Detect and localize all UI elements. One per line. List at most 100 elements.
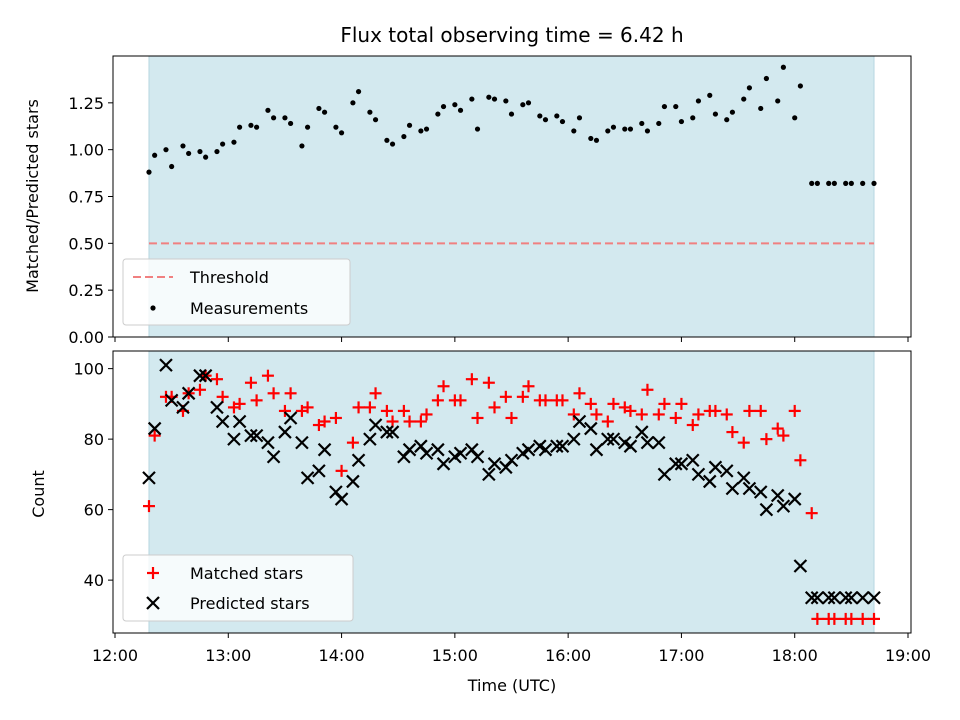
predicted-star-point — [142, 471, 156, 485]
predicted-star-point — [159, 358, 173, 372]
predicted-legend-swatch — [146, 596, 160, 610]
predicted-star-point — [470, 449, 485, 464]
measurement-point — [661, 103, 668, 110]
predicted-legend-label: Predicted stars — [190, 594, 310, 613]
matched-star-point — [233, 397, 246, 410]
matched-star-point — [210, 373, 223, 386]
measurement-point — [542, 117, 549, 123]
predicted-star-point — [363, 432, 377, 446]
threshold-legend-label: Threshold — [189, 268, 269, 287]
matched-star-point — [584, 397, 597, 410]
measurement-point — [282, 115, 288, 121]
matched-star-point — [607, 397, 620, 410]
measurement-point — [186, 150, 192, 157]
measurement-point — [576, 115, 583, 121]
measurement-point — [729, 109, 736, 115]
measurement-point — [554, 113, 560, 119]
bottom-x-ticks: 12:00 13:00 14:00 15:00 16:00 17:00 18:00 19:00 — [92, 633, 931, 665]
predicted-star-point — [487, 457, 502, 471]
predicted-star-point — [176, 400, 190, 415]
predicted-star-point — [657, 467, 672, 482]
bottom-panel: 40 60 80 100 12:00 13:00 14:00 15:00 16:00 17:00… — [29, 350, 931, 695]
predicted-star-point — [436, 457, 451, 471]
predicted-star-point — [606, 432, 621, 446]
predicted-star-point — [215, 414, 230, 429]
matched-star-point — [828, 612, 841, 625]
predicted-star-point — [584, 421, 598, 436]
predicted-star-point — [193, 368, 207, 383]
matched-star-point — [709, 404, 722, 417]
matched-star-point — [301, 401, 314, 414]
measurement-point — [809, 180, 815, 186]
measurement-point — [678, 118, 685, 125]
measurement-point — [457, 107, 464, 113]
predicted-star-point — [295, 435, 309, 450]
predicted-star-point — [283, 411, 298, 425]
matched-star-point — [454, 394, 467, 407]
matched-star-point — [267, 387, 280, 400]
measurement-point — [350, 100, 356, 106]
top-y-ticks: 0.00 0.25 0.50 0.75 1.00 1.25 — [68, 94, 909, 347]
measurement-point — [525, 100, 532, 106]
predicted-star-point — [804, 590, 819, 605]
measurement-point — [214, 148, 220, 155]
measurement-point — [406, 122, 413, 128]
measurement-point — [797, 83, 803, 89]
top-plot-frame — [112, 55, 912, 338]
matched-star-point — [193, 383, 206, 396]
predicted-stars-points — [142, 358, 881, 605]
matched-star-point — [250, 394, 263, 407]
matched-star-point — [635, 408, 648, 421]
matched-star-point — [760, 433, 773, 446]
predicted-star-point — [504, 453, 519, 468]
predicted-star-point — [855, 590, 870, 605]
bottom-x-tick-label: 17:00 — [658, 646, 704, 665]
matched-star-point — [431, 394, 444, 407]
matched-star-point — [142, 500, 155, 513]
measurement-point — [423, 126, 430, 132]
measurement-point — [220, 141, 226, 147]
measurement-point — [605, 128, 611, 134]
predicted-star-point — [368, 418, 383, 432]
predicted-star-point — [708, 460, 723, 475]
predicted-star-point — [753, 485, 768, 499]
measurement-point — [197, 148, 203, 155]
measurement-point — [559, 118, 566, 125]
predicted-star-point — [635, 425, 649, 439]
predicted-star-point — [736, 471, 751, 485]
predicted-star-point — [719, 464, 734, 478]
measurement-point — [338, 130, 345, 136]
matched-star-point — [811, 612, 824, 625]
matched-star-point — [669, 411, 682, 424]
measurement-point — [418, 128, 424, 134]
predicted-star-point — [623, 439, 638, 453]
bottom-legend: Matched stars Predicted stars — [122, 554, 354, 622]
predicted-star-point — [759, 502, 774, 517]
predicted-star-point — [198, 368, 213, 383]
measurement-point — [333, 124, 339, 130]
predicted-star-point — [793, 559, 808, 573]
predicted-star-point — [278, 425, 292, 439]
top-y-tick-label: 1.00 — [68, 141, 104, 160]
measurement-point — [537, 113, 543, 119]
measurement-point — [780, 64, 786, 70]
matched-star-point — [397, 404, 410, 417]
measurement-point — [163, 147, 169, 153]
measurement-point — [610, 124, 617, 130]
matched-star-point — [737, 436, 750, 449]
measurement-point — [254, 124, 260, 130]
measurement-point — [146, 169, 152, 175]
bottom-y-ticks: 40 60 80 100 — [73, 360, 113, 590]
matched-star-point — [794, 454, 807, 467]
matched-star-point — [403, 415, 416, 428]
predicted-star-point — [555, 439, 570, 453]
measurement-point — [656, 120, 662, 127]
predicted-star-point — [702, 474, 717, 489]
predicted-star-point — [266, 449, 281, 464]
top-legend: Threshold Measurements — [122, 258, 351, 326]
matched-star-point — [771, 422, 784, 435]
measurement-point — [389, 141, 396, 147]
measurement-point — [265, 107, 271, 113]
matched-star-point — [754, 404, 767, 417]
